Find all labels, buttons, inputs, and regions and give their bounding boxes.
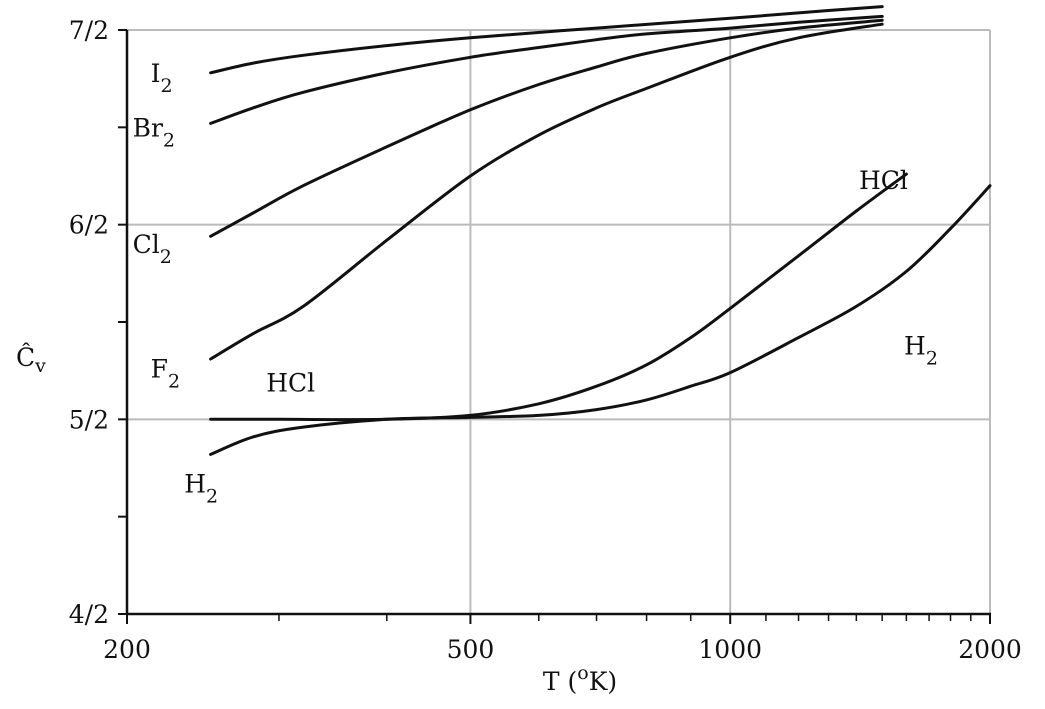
x-tick-label: 1000 <box>698 635 762 664</box>
series-label-i2: I2 <box>151 59 173 97</box>
y-tick-label: 5/2 <box>69 405 109 434</box>
series-label-h2-2: H2 <box>904 331 938 369</box>
y-tick-label: 7/2 <box>69 16 109 45</box>
series-line-h2 <box>209 184 992 456</box>
y-axis-title: Ĉv <box>16 343 46 377</box>
x-axis-title: T (oK) <box>543 662 617 696</box>
x-tick-label: 2000 <box>958 635 1022 664</box>
series-line-f2 <box>209 22 884 361</box>
series-label-br2: Br2 <box>133 113 175 151</box>
x-tick-label: 200 <box>103 635 151 664</box>
series-lines <box>209 5 992 456</box>
series-line-i2 <box>209 5 884 75</box>
axes <box>125 30 991 616</box>
series-line-br2 <box>209 14 884 125</box>
grid <box>127 29 991 614</box>
series-label-cl2: Cl2 <box>133 230 172 268</box>
series-labels: I2 Br2 Cl2 F2 HCl HCl H2 H2 <box>133 59 938 508</box>
series-label-hcl: HCl <box>266 368 315 397</box>
ticks: 4/2 5/2 6/2 7/2 200 500 1000 2000 <box>69 16 1022 664</box>
y-tick-label: 6/2 <box>69 211 109 240</box>
series-label-f2: F2 <box>151 355 180 393</box>
series-label-hcl-2: HCl <box>859 166 908 195</box>
x-tick-label: 500 <box>447 635 495 664</box>
y-tick-label: 4/2 <box>69 600 109 629</box>
series-line-cl2 <box>209 18 884 238</box>
series-line-hcl <box>209 172 908 422</box>
series-label-h2: H2 <box>184 470 218 508</box>
